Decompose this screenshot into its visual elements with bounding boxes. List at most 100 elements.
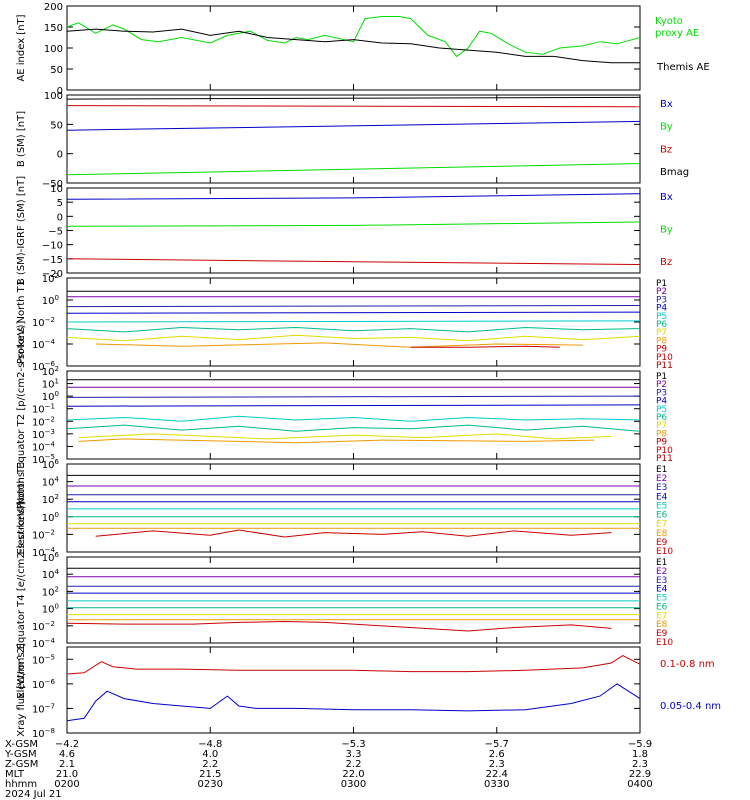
- legend-e6: E6: [656, 511, 668, 521]
- legend-e10: E10: [656, 547, 673, 557]
- y-tick-label: 10: [50, 184, 63, 195]
- footer-value: 0230: [198, 779, 223, 790]
- series-line-p3: [66, 305, 641, 308]
- y-tick-label: 100: [44, 44, 63, 55]
- y-tick-label: 10−6: [32, 678, 56, 691]
- legend-bx: Bx: [660, 99, 673, 110]
- legend-e7: E7: [656, 611, 667, 621]
- y-tick-label: 100: [42, 294, 59, 307]
- legend-by: By: [660, 225, 673, 236]
- footer-value: 0300: [341, 779, 366, 790]
- footer-value: 2.3: [632, 759, 648, 770]
- legend-bz: Bz: [660, 144, 672, 155]
- legend-e3: E3: [656, 483, 667, 493]
- series-line-kyoto-proxy-ae: [66, 16, 641, 58]
- legend-p1: P1: [656, 279, 667, 289]
- footer-value: −5.9: [628, 739, 652, 750]
- series-line-0-1-0-8-nm: [66, 655, 641, 675]
- series-line-p9: [410, 345, 560, 348]
- footer-row-label: Y-GSM: [4, 749, 37, 760]
- legend-e9: E9: [656, 538, 668, 548]
- y-axis-label: Electrons Equator T4 [e/(cm2-s-sr-keV)]: [16, 501, 27, 698]
- y-axis-label: Protons Equator T2 [p/(cm2-s-sr-keV)]: [16, 320, 27, 509]
- panel-frame: [66, 5, 641, 91]
- y-tick-label: 106: [42, 551, 60, 564]
- legend-e4: E4: [656, 585, 668, 595]
- y-tick-label: 10−3: [32, 428, 55, 441]
- y-tick-label: 101: [42, 378, 59, 391]
- series-line-by: [66, 221, 641, 227]
- series-line-bx: [66, 193, 641, 200]
- y-axis-label: B (SM) [nT]: [16, 111, 27, 167]
- y-tick-label: −10: [42, 241, 63, 252]
- legend-e5: E5: [656, 594, 667, 604]
- y-tick-label: 104: [42, 476, 60, 489]
- y-tick-label: 10−2: [32, 620, 55, 633]
- footer-value: 2.3: [489, 759, 505, 770]
- series-line-0-05-0-4-nm: [66, 683, 641, 722]
- legend-p9: P9: [656, 345, 667, 355]
- y-tick-label: −50: [42, 179, 63, 190]
- legend-e2: E2: [656, 474, 667, 484]
- footer-row-label: MLT: [5, 769, 25, 780]
- footer-value: 2.1: [59, 759, 75, 770]
- y-tick-label: 10−1: [32, 403, 55, 416]
- legend-e10: E10: [656, 638, 673, 648]
- legend-e4: E4: [656, 492, 668, 502]
- y-tick-label: 0: [57, 212, 63, 223]
- series-line-p5: [66, 320, 641, 323]
- y-tick-label: 10−4: [32, 637, 56, 650]
- series-line-p5: [66, 415, 641, 422]
- y-tick-label: 104: [42, 568, 60, 581]
- legend-p6: P6: [656, 320, 667, 330]
- legend-p9: P9: [656, 438, 667, 448]
- legend-kyoto-proxy-ae-2: proxy AE: [655, 28, 699, 39]
- legend-kyoto-proxy-ae: Kyoto: [655, 16, 683, 27]
- y-tick-label: 10−4: [32, 440, 56, 453]
- y-axis-label: B (SM)-IGRF (SM) [nT]: [16, 176, 27, 285]
- series-line-p8: [78, 438, 595, 444]
- legend-p11: P11: [656, 361, 673, 371]
- panel-frame: [66, 556, 641, 644]
- footer-value: 3.3: [346, 749, 362, 760]
- y-tick-label: 100: [42, 390, 59, 403]
- series-line-p7: [78, 433, 612, 440]
- legend-bz: Bz: [660, 257, 672, 268]
- legend-p6: P6: [656, 413, 667, 423]
- panel-7: 10−4 10−2 100 102 104 106 Electrons Equator T4…: [16, 501, 673, 698]
- panel-frame: [66, 370, 641, 460]
- legend-p5: P5: [656, 405, 667, 415]
- legend-0-1-0-8-nm: 0.1-0.8 nm: [660, 659, 715, 670]
- legend-p10: P10: [656, 446, 673, 456]
- series-line-p4: [66, 311, 641, 314]
- series-line-bx: [66, 120, 641, 131]
- y-tick-label: 102: [42, 272, 59, 285]
- legend-e2: E2: [656, 567, 667, 577]
- legend-e9: E9: [656, 629, 668, 639]
- footer-value: 21.0: [56, 769, 78, 780]
- footer-value: 2.2: [346, 759, 362, 770]
- footer-value: 4.0: [202, 749, 218, 760]
- legend-p8: P8: [656, 429, 667, 439]
- y-tick-label: 10−5: [32, 653, 55, 666]
- y-axis-label: Electrons North T3: [16, 461, 27, 554]
- series-line-p7: [66, 334, 641, 342]
- y-tick-label: 150: [44, 23, 63, 34]
- footer-value: 4.6: [59, 749, 75, 760]
- series-line-e9: [66, 620, 612, 632]
- footer-value: −5.3: [341, 739, 365, 750]
- legend-e8: E8: [656, 620, 668, 630]
- footer-value: 1.8: [632, 749, 648, 760]
- y-tick-label: 200: [44, 2, 63, 13]
- series-line-p6: [66, 424, 641, 432]
- legend-bmag: Bmag: [660, 167, 689, 178]
- legend-p1: P1: [656, 372, 667, 382]
- series-line-p3: [66, 395, 641, 398]
